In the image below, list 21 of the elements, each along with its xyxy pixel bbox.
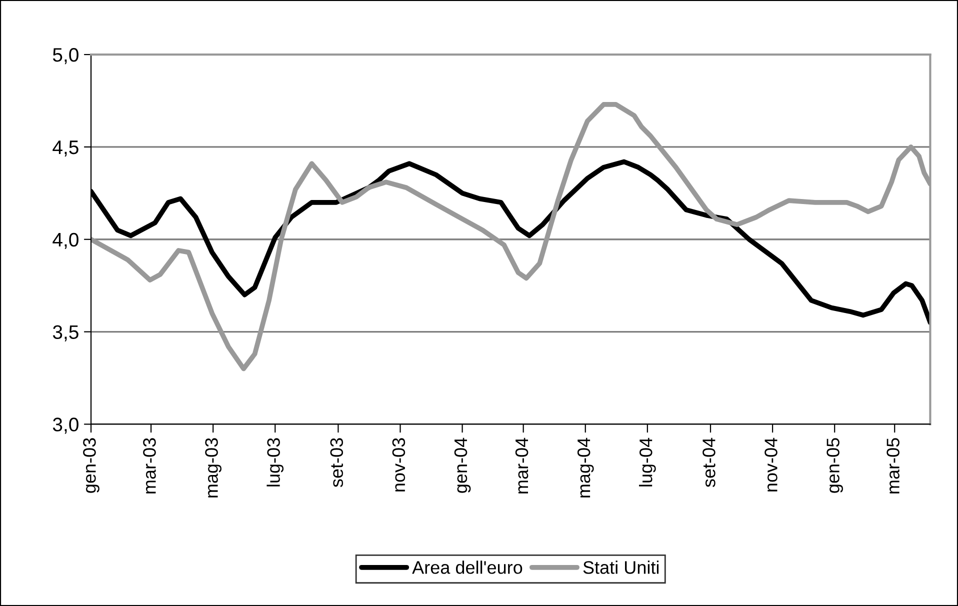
x-tick-label: mar-05 (886, 438, 900, 494)
y-tick-label: 5,0 (52, 48, 78, 64)
y-tick-label: 4,0 (52, 232, 78, 249)
x-tick-label: gen-03 (83, 438, 100, 493)
x-tick-label: nov-03 (392, 438, 406, 492)
x-tick-label: mag-04 (577, 438, 594, 498)
x-tick-label: gen-04 (454, 438, 471, 493)
x-tick-label: mag-03 (205, 438, 222, 498)
y-tick-label: 4,5 (52, 140, 78, 156)
x-tick-label: gen-05 (826, 438, 844, 493)
x-tick-label: set-04 (702, 438, 716, 488)
x-tick-label: lug-03 (266, 438, 284, 486)
x-tick-label: lug-04 (639, 438, 656, 486)
x-tick-label: nov-04 (764, 438, 778, 492)
legend-label: Area dell'euro (412, 560, 522, 574)
y-tick-label: 3,0 (52, 418, 78, 434)
x-tick-label: mar-03 (143, 438, 156, 494)
x-tick-label: mar-04 (515, 438, 528, 494)
y-tick-label: 3,5 (52, 325, 78, 342)
x-tick-label: set-03 (330, 438, 344, 488)
legend-label: Stati Uniti (583, 560, 659, 574)
